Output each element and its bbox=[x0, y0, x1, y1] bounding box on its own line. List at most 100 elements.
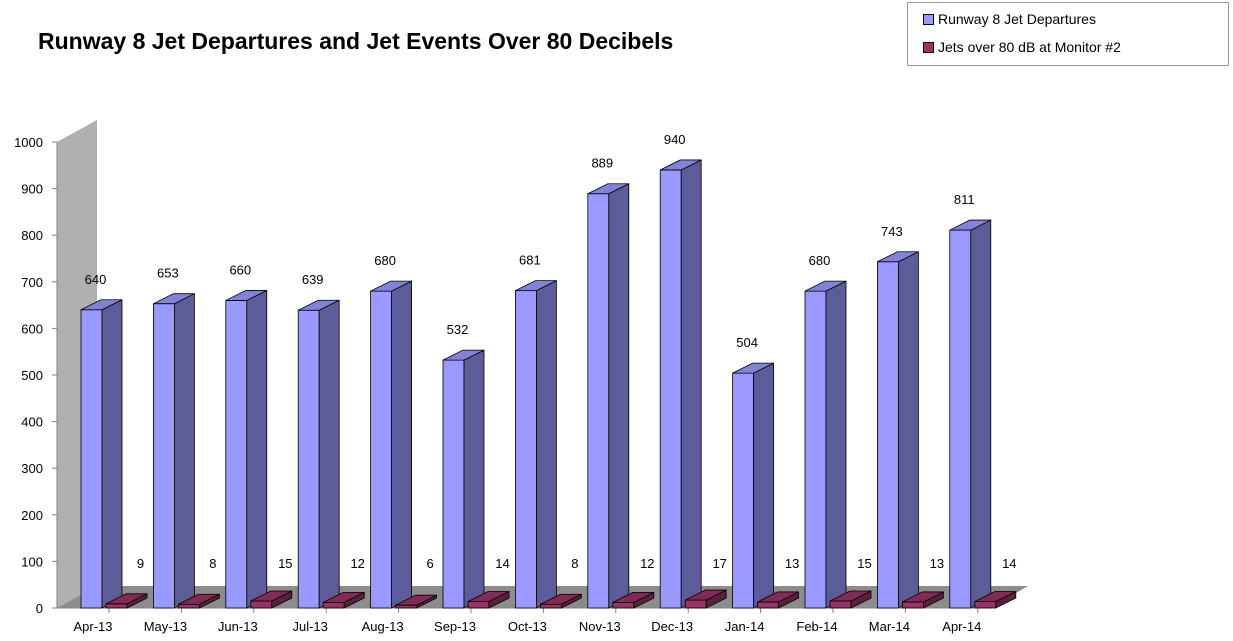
legend-item-departures: Runway 8 Jet Departures bbox=[923, 9, 1096, 29]
bar-departures bbox=[949, 229, 972, 609]
bar-jets-over-80db bbox=[250, 600, 273, 609]
data-label-jets-over-80db: 15 bbox=[278, 556, 292, 571]
bar-jets-over-80db bbox=[105, 603, 128, 609]
y-tick-label: 1000 bbox=[14, 135, 43, 150]
bar-departures-top bbox=[877, 251, 919, 263]
y-tick-label: 700 bbox=[21, 275, 43, 290]
legend-label-jets-over-80db: Jets over 80 dB at Monitor #2 bbox=[938, 39, 1121, 55]
x-tick-label: Jun-13 bbox=[218, 619, 258, 634]
data-label-jets-over-80db: 13 bbox=[930, 556, 944, 571]
bar-departures bbox=[152, 303, 175, 609]
data-label-departures: 940 bbox=[664, 132, 686, 147]
data-label-departures: 680 bbox=[809, 253, 831, 268]
data-label-jets-over-80db: 14 bbox=[1002, 556, 1016, 571]
data-label-departures: 640 bbox=[85, 272, 107, 287]
bar-jets-over-80db-top bbox=[395, 594, 437, 606]
data-label-jets-over-80db: 8 bbox=[571, 556, 578, 571]
bar-jets-over-80db-top bbox=[757, 591, 799, 603]
bar-departures bbox=[732, 372, 754, 609]
data-label-jets-over-80db: 12 bbox=[350, 556, 364, 571]
bar-departures-top bbox=[153, 293, 195, 305]
bar-departures bbox=[442, 359, 465, 609]
chart-title: Runway 8 Jet Departures and Jet Events O… bbox=[38, 28, 674, 54]
bar-departures-side bbox=[246, 289, 268, 609]
bar-jets-over-80db-top bbox=[105, 593, 148, 605]
bar-departures bbox=[659, 169, 682, 609]
bar-jets-over-80db-top bbox=[467, 591, 510, 602]
bar-departures bbox=[297, 309, 320, 609]
bar-departures-top bbox=[587, 183, 629, 195]
bar-departures-top bbox=[298, 299, 340, 311]
data-label-jets-over-80db: 8 bbox=[209, 556, 216, 571]
legend-item-jets-over-80db: Jets over 80 dB at Monitor #2 bbox=[923, 37, 1121, 57]
bar-departures bbox=[515, 290, 537, 609]
bar-jets-over-80db bbox=[684, 599, 707, 609]
bar-jets-over-80db bbox=[177, 603, 200, 609]
bar-departures bbox=[80, 309, 103, 609]
x-tick-label: Apr-13 bbox=[73, 619, 112, 634]
bar-jets-over-80db bbox=[322, 602, 345, 609]
x-tick-label: Nov-13 bbox=[579, 619, 621, 634]
bar-departures-top bbox=[515, 280, 557, 292]
data-label-departures: 660 bbox=[229, 262, 251, 277]
bar-jets-over-80db-top bbox=[974, 591, 1016, 602]
data-label-jets-over-80db: 6 bbox=[426, 556, 433, 571]
data-label-departures: 504 bbox=[736, 335, 758, 350]
bar-departures-top bbox=[732, 362, 774, 374]
bar-jets-over-80db bbox=[540, 603, 562, 609]
x-tick-label: Dec-13 bbox=[651, 619, 693, 634]
data-label-jets-over-80db: 13 bbox=[785, 556, 799, 571]
y-tick-label: 200 bbox=[21, 508, 43, 523]
bar-jets-over-80db-top bbox=[829, 590, 872, 602]
bar-departures-side bbox=[173, 293, 195, 609]
y-tick-label: 600 bbox=[21, 321, 43, 336]
data-label-departures: 811 bbox=[954, 192, 975, 207]
bar-jets-over-80db bbox=[902, 601, 924, 609]
bar-departures-top bbox=[225, 290, 267, 301]
bar-departures-top bbox=[442, 349, 485, 361]
bar-departures-side bbox=[536, 280, 557, 609]
bar-jets-over-80db-top bbox=[902, 591, 944, 603]
x-tick-label: Oct-13 bbox=[508, 619, 547, 634]
bar-departures-side bbox=[608, 183, 630, 609]
data-label-departures: 653 bbox=[157, 266, 179, 281]
bar-jets-over-80db-top bbox=[178, 593, 220, 605]
bar-departures-side bbox=[391, 280, 413, 609]
y-tick-label: 800 bbox=[21, 228, 43, 243]
data-label-jets-over-80db: 17 bbox=[712, 556, 726, 571]
data-label-departures: 681 bbox=[519, 253, 541, 268]
x-tick-label: Feb-14 bbox=[796, 619, 837, 634]
data-label-departures: 532 bbox=[447, 322, 469, 337]
bar-departures-side bbox=[680, 159, 702, 609]
data-label-departures: 680 bbox=[374, 253, 396, 268]
bar-departures bbox=[587, 193, 610, 609]
bar-departures-side bbox=[970, 219, 992, 609]
data-label-jets-over-80db: 14 bbox=[495, 556, 509, 571]
y-tick-label: 0 bbox=[36, 601, 43, 616]
x-tick-label: May-13 bbox=[144, 619, 187, 634]
x-tick-label: Apr-14 bbox=[942, 619, 981, 634]
legend-label-departures: Runway 8 Jet Departures bbox=[938, 11, 1096, 27]
bar-departures-top bbox=[370, 280, 412, 292]
y-tick-label: 900 bbox=[21, 182, 43, 197]
x-tick-label: Mar-14 bbox=[869, 619, 910, 634]
bar-departures-top bbox=[949, 219, 991, 231]
bar-departures bbox=[370, 290, 393, 609]
bar-jets-over-80db-top bbox=[323, 592, 365, 603]
bar-jets-over-80db-top bbox=[540, 593, 582, 605]
bar-jets-over-80db-top bbox=[612, 592, 654, 603]
bar-departures-side bbox=[825, 280, 847, 609]
data-label-departures: 639 bbox=[302, 272, 324, 287]
y-tick-label: 100 bbox=[21, 554, 43, 569]
bar-jets-over-80db-top bbox=[685, 589, 727, 601]
data-label-jets-over-80db: 9 bbox=[137, 556, 144, 571]
y-tick-label: 300 bbox=[21, 461, 43, 476]
data-label-departures: 889 bbox=[591, 156, 613, 171]
bar-departures-side bbox=[753, 362, 774, 609]
bar-departures bbox=[877, 261, 899, 609]
legend: Runway 8 Jet Departures Jets over 80 dB … bbox=[907, 2, 1229, 66]
x-tick-label: Jan-14 bbox=[725, 619, 765, 634]
bar-departures-side bbox=[101, 299, 123, 609]
bar-departures-side bbox=[463, 349, 485, 609]
